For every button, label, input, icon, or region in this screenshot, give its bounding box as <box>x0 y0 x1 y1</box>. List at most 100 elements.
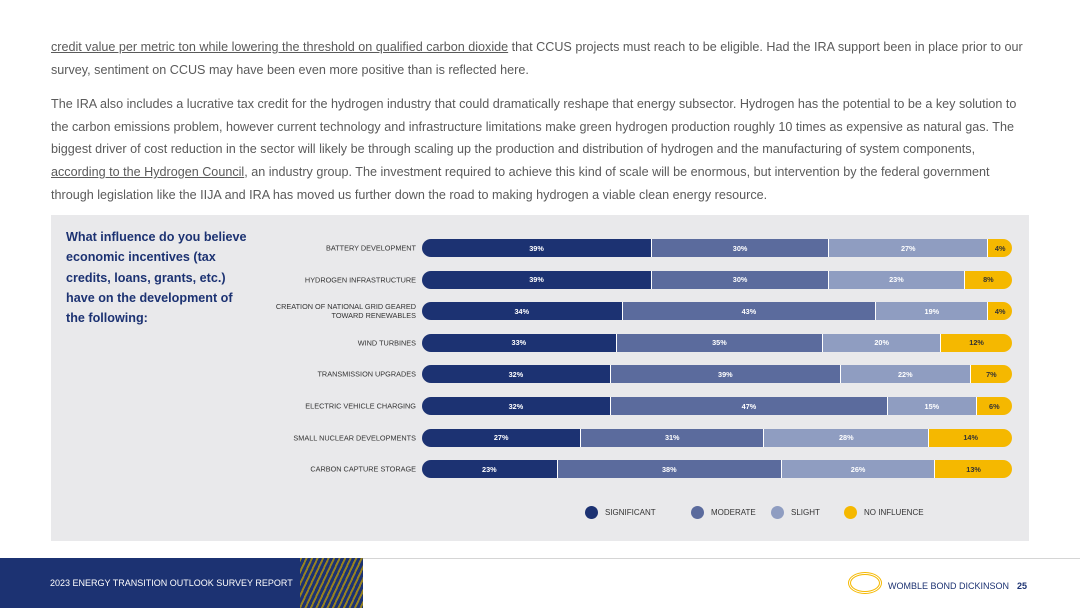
bar-row: 32% 39% 22% 7% <box>422 365 1012 384</box>
link-text: credit value per metric ton while loweri… <box>51 40 509 54</box>
bar-segment: 7% <box>970 365 1012 384</box>
value-label: 6% <box>989 401 1000 411</box>
footer-rule <box>363 558 1080 559</box>
text-run: The IRA also includes a lucrative tax cr… <box>51 97 1017 157</box>
legend-label: NO INFLUENCE <box>864 508 924 517</box>
bar-segment: 28% <box>764 428 930 447</box>
value-label: 30% <box>732 275 748 285</box>
value-label: 15% <box>924 401 940 411</box>
bar-segment: 30% <box>652 239 830 257</box>
bar-segment: 4% <box>988 302 1012 321</box>
bar-segment: 26% <box>781 460 936 479</box>
value-label: 12% <box>969 338 984 348</box>
bar-segment: 39% <box>422 270 653 289</box>
legend-item: NO INFLUENCE <box>844 506 924 519</box>
value-label: 39% <box>529 275 544 285</box>
chart-title: What influence do you believe economic i… <box>66 230 247 326</box>
body-text: credit value per metric ton while loweri… <box>51 36 1031 218</box>
value-label: 13% <box>966 464 981 474</box>
legend-item: SLIGHT <box>771 506 820 519</box>
legend-swatch <box>844 506 857 519</box>
bar-row: 39% 30% 23% 8% <box>422 270 1012 289</box>
bar-segment: 22% <box>840 365 971 384</box>
legend-item: SIGNIFICANT <box>585 506 656 519</box>
value-label: 30% <box>732 243 748 253</box>
category-label: BATTERY DEVELOPMENT <box>325 243 416 253</box>
bar-row: 27% 31% 28% 14% <box>422 428 1012 447</box>
value-label: 33% <box>511 338 527 348</box>
bar-row: 33% 35% 20% 12% <box>422 333 1012 352</box>
bar-segment: 30% <box>652 270 830 289</box>
bar-segment: 23% <box>422 460 558 479</box>
legend-swatch <box>691 506 704 519</box>
page-number: 25 <box>1017 581 1028 591</box>
bar-segment: 23% <box>829 270 965 289</box>
paragraph: credit value per metric ton while loweri… <box>51 36 1031 81</box>
legend-label: SLIGHT <box>791 508 820 517</box>
category-label: WIND TURBINES <box>357 338 416 348</box>
legend-swatch <box>585 506 598 519</box>
bar-segment: 43% <box>622 302 877 321</box>
text-run: , an industry group. The investment requ… <box>51 164 990 202</box>
value-label: 22% <box>897 369 913 379</box>
bar-segment: 31% <box>581 428 765 447</box>
value-label: 27% <box>493 433 509 443</box>
bar-segment: 32% <box>422 397 611 415</box>
category-label: CARBON CAPTURE STORAGE <box>310 464 416 474</box>
bar-row: 32% 47% 15% 6% <box>422 397 1012 415</box>
paragraph: The IRA also includes a lucrative tax cr… <box>51 93 1031 206</box>
bar-segment: 14% <box>929 428 1012 447</box>
value-label: 39% <box>718 369 733 379</box>
chart-panel: What influence do you believe economic i… <box>51 215 1029 541</box>
bar-segment: 13% <box>935 460 1012 479</box>
value-label: 35% <box>712 338 727 348</box>
link-text: according to the Hydrogen Council <box>51 164 245 179</box>
bar-segment: 4% <box>988 239 1012 257</box>
legend-label: MODERATE <box>711 508 756 517</box>
value-label: 47% <box>741 401 757 411</box>
value-label: 23% <box>889 275 904 285</box>
category-label: TRANSMISSION UPGRADES <box>317 369 416 379</box>
bar-row: 39% 30% 27% 4% <box>422 239 1012 257</box>
bar-segment: 35% <box>616 333 824 352</box>
bar-segment: 12% <box>941 333 1012 352</box>
value-label: 32% <box>508 401 524 411</box>
bar-segment: 47% <box>610 397 889 415</box>
brand-name: WOMBLE BOND DICKINSON <box>888 581 1010 591</box>
value-label: 7% <box>986 369 997 379</box>
value-label: 28% <box>838 433 854 443</box>
value-label: 34% <box>514 306 530 316</box>
legend-item: MODERATE <box>691 506 756 519</box>
bar-segment: 8% <box>964 270 1012 289</box>
category-label: CREATION OF NATIONAL GRID GEARED TOWARD … <box>275 302 416 321</box>
bar-segment: 20% <box>823 333 942 352</box>
value-label: 43% <box>741 306 757 316</box>
value-label: 23% <box>482 464 497 474</box>
legend-swatch <box>771 506 784 519</box>
bar-row: 34% 43% 19% 4% <box>422 302 1012 321</box>
bar-segment: 39% <box>610 365 841 384</box>
value-label: 32% <box>508 369 524 379</box>
value-label: 20% <box>874 338 889 348</box>
bar-segment: 27% <box>829 239 989 257</box>
bar-segment: 39% <box>422 239 653 257</box>
value-label: 19% <box>924 306 940 316</box>
bar-segment: 38% <box>557 460 782 479</box>
bar-segment: 19% <box>876 302 989 321</box>
bar-segment: 15% <box>888 397 977 415</box>
bar-segment: 32% <box>422 365 611 384</box>
bar-segment: 6% <box>976 397 1012 415</box>
bar-segment: 33% <box>422 333 617 352</box>
value-label: 4% <box>994 243 1006 253</box>
footer-pattern <box>300 558 363 608</box>
value-label: 26% <box>850 464 866 474</box>
category-label: SMALL NUCLEAR DEVELOPMENTS <box>293 433 416 443</box>
value-label: 27% <box>900 243 916 253</box>
category-label: ELECTRIC VEHICLE CHARGING <box>305 401 416 411</box>
report-title: 2023 ENERGY TRANSITION OUTLOOK SURVEY RE… <box>50 578 293 588</box>
value-label: 14% <box>963 433 978 443</box>
bar-row: 23% 38% 26% 13% <box>422 460 1012 479</box>
value-label: 38% <box>661 464 677 474</box>
category-label: HYDROGEN INFRASTRUCTURE <box>304 275 416 285</box>
value-label: 4% <box>994 306 1006 316</box>
